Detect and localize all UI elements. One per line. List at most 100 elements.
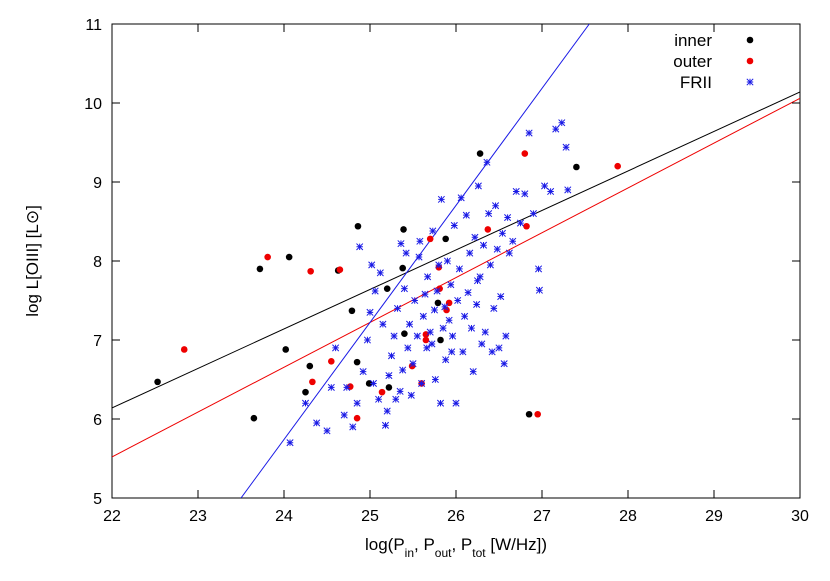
y-tick-label: 10: [84, 96, 102, 113]
frii-point: [450, 221, 458, 230]
frii-point: [505, 249, 513, 257]
frii-point: [552, 125, 560, 133]
outer-point: [484, 226, 492, 233]
y-tick-label: 7: [93, 333, 102, 350]
inner-point: [399, 264, 406, 272]
frii-point: [541, 182, 549, 190]
frii-point: [313, 419, 321, 427]
frii-point: [406, 320, 414, 328]
frii-point: [435, 261, 443, 269]
frii-point: [516, 219, 525, 227]
x-tick-label: 30: [791, 508, 809, 525]
axis-ticks: 22 23 24 25 26 27 28 29 30 5 6 7 8 9 10 11: [84, 17, 809, 525]
outer-point: [336, 266, 344, 273]
frii-point: [356, 243, 364, 251]
outer-point: [521, 150, 529, 157]
frii-point: [437, 195, 445, 203]
frii-point: [404, 344, 412, 352]
legend-marker-outer: [746, 57, 754, 65]
inner-point: [383, 285, 391, 292]
frii-point: [461, 312, 469, 320]
inner-point: [353, 358, 361, 366]
frii-point: [521, 190, 529, 198]
legend-marker-frii: [746, 78, 754, 86]
frii-point: [327, 383, 335, 391]
outer-point: [378, 388, 386, 396]
inner-point: [525, 410, 533, 418]
frii-point: [497, 292, 505, 301]
inner-point: [250, 414, 258, 422]
frii-point: [473, 300, 481, 309]
frii-point: [525, 129, 533, 137]
frii-point: [433, 287, 441, 295]
frii-point: [436, 399, 445, 407]
frii-point: [535, 265, 543, 273]
inner-point: [256, 265, 264, 273]
inner-point: [401, 330, 408, 337]
y-tick-label: 5: [93, 491, 102, 508]
frii-point: [457, 194, 465, 202]
frii-point: [447, 281, 455, 289]
frii-point: [375, 395, 383, 403]
outer-point: [264, 253, 271, 261]
frii-point: [359, 368, 367, 376]
frii-point: [385, 371, 393, 380]
frii-point: [512, 187, 520, 196]
inner-point: [573, 163, 580, 171]
frii-point: [340, 411, 348, 419]
legend-marker-inner: [746, 36, 754, 44]
frii-point: [547, 187, 555, 196]
frii-point: [442, 356, 450, 364]
frii-point: [485, 210, 493, 218]
frii-point: [467, 324, 476, 332]
frii-point: [399, 366, 407, 374]
frii-point: [397, 240, 405, 248]
outer-point: [422, 336, 430, 344]
frii-point: [416, 237, 424, 245]
frii-point: [462, 211, 470, 219]
frii-point: [441, 303, 449, 311]
fit-line: [112, 97, 800, 458]
frii-point: [479, 241, 488, 249]
frii-point: [459, 348, 467, 356]
inner-point: [400, 226, 407, 233]
legend-label-outer: outer: [673, 52, 712, 71]
frii-point: [332, 344, 340, 352]
data-points: [154, 119, 621, 447]
fit-line: [112, 91, 800, 409]
inner-point: [348, 307, 356, 315]
frii-point: [490, 304, 498, 312]
frii-point: [469, 368, 477, 376]
outer-point: [422, 331, 430, 338]
frii-point: [498, 229, 506, 237]
frii-point: [504, 213, 512, 222]
frii-point: [564, 186, 572, 194]
frii-point: [366, 308, 374, 316]
legend-label-inner: inner: [674, 31, 712, 50]
frii-point: [474, 182, 482, 190]
frii-point: [449, 332, 457, 340]
frii-point: [419, 312, 427, 320]
frii-point: [439, 324, 447, 332]
frii-point: [483, 158, 491, 166]
frii-point: [471, 233, 479, 241]
frii-point: [493, 245, 501, 253]
frii-point: [423, 344, 431, 352]
frii-point: [529, 210, 537, 218]
outer-point: [328, 358, 335, 365]
frii-point: [428, 340, 436, 348]
frii-point: [454, 296, 462, 305]
frii-point: [509, 237, 517, 245]
y-tick-label: 11: [85, 17, 102, 34]
frii-point: [343, 383, 351, 391]
outer-point: [523, 222, 530, 230]
x-tick-label: 27: [533, 508, 551, 525]
inner-point: [306, 362, 314, 370]
frii-point: [500, 360, 508, 368]
inner-point: [442, 235, 449, 243]
frii-point: [445, 316, 453, 324]
outer-point: [426, 235, 434, 243]
inner-point: [282, 346, 290, 353]
outer-point: [309, 378, 316, 386]
